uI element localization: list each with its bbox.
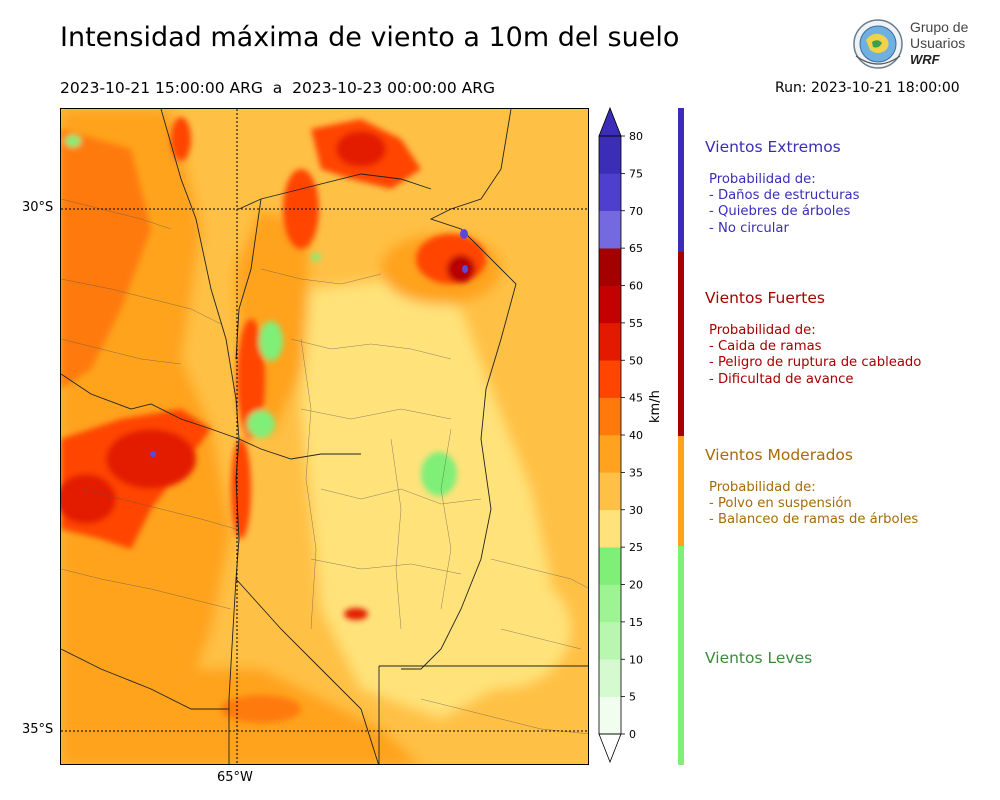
colorbar: 0 5 10 15 20 25 30 35 40 45 50 55 60 65 70 75 80 bbox=[597, 106, 657, 774]
category-line: - Balanceo de ramas de árboles bbox=[709, 512, 919, 528]
category-extremos: Vientos Extremos Probabilidad de: - Daño… bbox=[705, 138, 995, 237]
strong-wind-core bbox=[344, 608, 368, 620]
colorbar-svg: 0 5 10 15 20 25 30 35 40 45 50 55 60 65 70 75 80 bbox=[598, 106, 643, 764]
logo-text-2: Usuarios bbox=[910, 35, 965, 51]
strong-wind-core bbox=[336, 131, 386, 167]
category-bar-leves bbox=[678, 546, 684, 765]
colorbar-segment bbox=[599, 322, 621, 361]
run-timestamp: Run: 2023-10-21 18:00:00 bbox=[775, 80, 960, 96]
logo-text-3: WRF bbox=[910, 52, 941, 67]
colorbar-extend-max bbox=[598, 106, 622, 137]
lon-label-65w: 65°W bbox=[217, 770, 253, 785]
colorbar-segment bbox=[599, 584, 621, 623]
colorbar-segment bbox=[599, 136, 621, 174]
colorbar-tick-label: 65 bbox=[629, 242, 643, 255]
colorbar-segment bbox=[599, 509, 621, 548]
colorbar-tick-label: 20 bbox=[629, 579, 643, 592]
wrf-logo: Grupo de Usuarios WRF bbox=[848, 16, 969, 72]
extreme-wind-spot bbox=[462, 265, 468, 273]
extreme-wind-spot bbox=[150, 451, 156, 457]
forecast-period: 2023-10-21 15:00:00 ARG a 2023-10-23 00:… bbox=[60, 79, 496, 97]
wrf-globe-logo-icon: Grupo de Usuarios WRF bbox=[853, 19, 969, 69]
category-fuertes: Vientos Fuertes Probabilidad de: - Caida… bbox=[705, 289, 995, 388]
colorbar-tick-label: 25 bbox=[629, 541, 643, 554]
strong-wind-core bbox=[106, 429, 196, 489]
lat-label-30s: 30°S bbox=[22, 200, 54, 215]
lat-label-35s: 35°S bbox=[22, 722, 54, 737]
colorbar-tick-label: 40 bbox=[629, 429, 643, 442]
chart-title: Intensidad máxima de viento a 10m del su… bbox=[60, 22, 680, 53]
category-line: Probabilidad de: bbox=[709, 323, 816, 338]
colorbar-segment bbox=[599, 621, 621, 660]
colorbar-segment bbox=[599, 659, 621, 697]
colorbar-segment bbox=[599, 435, 621, 473]
strong-wind-core bbox=[237, 319, 265, 439]
colorbar-tick-label: 60 bbox=[629, 280, 643, 293]
calm-patch bbox=[247, 410, 275, 438]
colorbar-unit-label: km/h bbox=[648, 390, 663, 423]
category-line: - No circular bbox=[709, 220, 789, 236]
strong-wind-core bbox=[61, 474, 116, 524]
strong-wind-core bbox=[231, 439, 251, 539]
strong-wind-core bbox=[221, 695, 301, 723]
colorbar-segment bbox=[599, 173, 621, 212]
category-title: Vientos Moderados bbox=[705, 446, 853, 464]
strong-wind-core bbox=[447, 255, 475, 283]
colorbar-tick-label: 50 bbox=[629, 354, 643, 367]
category-line: - Quiebres de árboles bbox=[709, 204, 851, 220]
wind-field-detail bbox=[61, 117, 486, 723]
calm-patch bbox=[311, 253, 321, 261]
wind-map bbox=[60, 108, 589, 765]
colorbar-segment bbox=[599, 696, 621, 735]
category-line: - Peligro de ruptura de cableado bbox=[709, 355, 922, 371]
colorbar-tick-label: 45 bbox=[629, 392, 643, 405]
category-bar-fuertes bbox=[678, 252, 684, 436]
strong-wind-core bbox=[61, 129, 151, 389]
category-line: Probabilidad de: bbox=[709, 172, 816, 187]
colorbar-tick-label: 55 bbox=[629, 317, 643, 330]
strong-wind-core bbox=[171, 117, 191, 161]
calm-patch bbox=[65, 135, 81, 147]
extreme-wind-spot bbox=[460, 229, 468, 239]
category-line: - Daños de estructuras bbox=[709, 188, 860, 204]
category-title: Vientos Extremos bbox=[705, 138, 841, 156]
category-title: Vientos Fuertes bbox=[705, 289, 825, 307]
category-line: - Caida de ramas bbox=[709, 339, 822, 355]
category-bar-extremos bbox=[678, 108, 684, 252]
logo-text-1: Grupo de bbox=[910, 19, 968, 35]
category-line: - Dificultad de avance bbox=[709, 371, 854, 387]
colorbar-tick-label: 5 bbox=[629, 691, 636, 704]
calm-patch bbox=[259, 321, 283, 361]
category-moderados: Vientos Moderados Probabilidad de: - Pol… bbox=[705, 446, 995, 529]
colorbar-segment bbox=[599, 547, 621, 585]
colorbar-extend-min bbox=[598, 733, 622, 764]
colorbar-tick-label: 30 bbox=[629, 504, 643, 517]
category-bar-moderados bbox=[678, 436, 684, 546]
colorbar-tick-label: 15 bbox=[629, 616, 643, 629]
graticule bbox=[61, 109, 588, 764]
category-line: Probabilidad de: bbox=[709, 480, 816, 495]
category-title: Vientos Leves bbox=[705, 649, 813, 667]
colorbar-segment bbox=[599, 210, 621, 249]
colorbar-segment bbox=[599, 285, 621, 324]
colorbar-tick-label: 10 bbox=[629, 653, 643, 666]
colorbar-segment bbox=[599, 360, 621, 398]
category-leves: Vientos Leves bbox=[705, 649, 995, 683]
colorbar-tick-label: 0 bbox=[629, 728, 636, 741]
colorbar-segment bbox=[599, 472, 621, 511]
wind-map-svg bbox=[61, 109, 588, 764]
colorbar-tick-label: 70 bbox=[629, 205, 643, 218]
colorbar-tick-label: 80 bbox=[629, 130, 643, 143]
colorbar-segment bbox=[599, 397, 621, 436]
category-line: - Polvo en suspensión bbox=[709, 496, 852, 512]
colorbar-segment bbox=[599, 248, 621, 286]
colorbar-tick-label: 35 bbox=[629, 466, 643, 479]
colorbar-tick-label: 75 bbox=[629, 167, 643, 180]
calm-patch bbox=[421, 452, 457, 496]
